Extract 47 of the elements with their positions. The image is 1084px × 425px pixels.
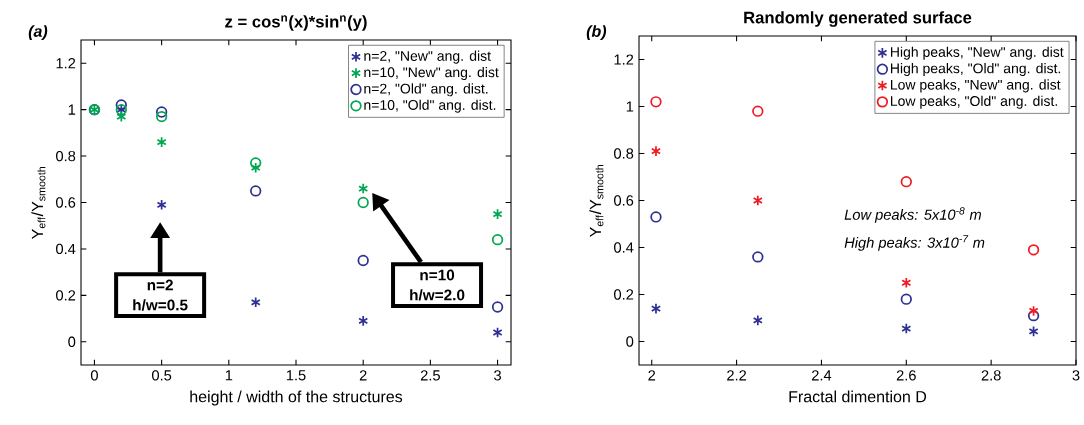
x-tick-label: 3 (1072, 370, 1080, 381)
x-axis-title: height / width of the structures (190, 390, 403, 406)
y-axis-title: Y$_{eff}$/Y$_{smooth}$ (589, 164, 604, 238)
x-tick-label: 1 (225, 370, 233, 381)
legend-label: n=2, "New" ang. dist (364, 50, 491, 64)
y-tick-label: 1.2 (614, 54, 634, 65)
y-tick-label: 0.6 (56, 197, 76, 208)
legend-label: High peaks, "New" ang. dist (891, 46, 1064, 60)
y-tick-label: 1 (626, 101, 634, 112)
annotation: Low peaks: 5x10$^{-8}$ m (844, 207, 981, 223)
x-tick-label: 2.8 (981, 370, 1001, 381)
x-tick-label: 2.4 (811, 370, 832, 381)
chart-title: z = cos$^{n}$(x)*sin$^{n}$(y) (225, 15, 367, 31)
y-tick-label: 0.8 (614, 148, 634, 159)
y-tick-label: 0.2 (56, 290, 76, 301)
y-tick-label: 0 (626, 336, 634, 347)
text: (a) (28, 25, 48, 41)
legend-label: n=10, "Old" ang. dist. (364, 99, 496, 113)
x-tick-label: 0 (90, 370, 98, 381)
annotation: High peaks: 3x10$^{-7}$ m (844, 235, 985, 251)
y-axis-title: Y$_{eff}$/Y$_{smooth}$ (31, 166, 46, 240)
x-tick-label: 2.5 (420, 370, 440, 381)
x-tick-label: 2.2 (727, 370, 747, 381)
y-tick-label: 1 (68, 104, 76, 115)
legend-label: High peaks, "Old" ang. dist. (891, 63, 1061, 77)
y-tick-label: 0 (68, 336, 76, 347)
y-tick-label: 0.8 (56, 150, 76, 162)
y-tick-label: 0.4 (56, 243, 76, 255)
legend-label: Low peaks, "Old" ang. dist. (891, 95, 1057, 109)
x-tick-label: 0.5 (152, 370, 172, 381)
annotation: n=2 h/w=0.5 (133, 279, 188, 311)
chart-title: Randomly generated surface (744, 11, 972, 27)
x-tick-label: 2.6 (896, 370, 916, 381)
x-tick-label: 1.5 (286, 370, 306, 381)
x-tick-label: 2 (648, 370, 656, 381)
annotation: n=10 h/w=2.0 (410, 269, 465, 301)
legend-label: n=2, "Old" ang. dist. (364, 83, 488, 97)
x-axis-title: Fractal dimention D (789, 390, 927, 403)
text: (b) (586, 25, 607, 41)
y-tick-label: 1.2 (56, 58, 76, 69)
legend-label: n=10, "New" ang. dist (364, 66, 499, 80)
y-tick-label: 0.2 (614, 289, 634, 300)
y-tick-label: 0.4 (614, 242, 634, 253)
x-tick-label: 3 (494, 370, 501, 381)
x-tick-label: 2 (359, 370, 367, 381)
y-tick-label: 0.6 (614, 195, 634, 206)
legend-label: Low peaks, "New" ang. dist (891, 79, 1061, 93)
